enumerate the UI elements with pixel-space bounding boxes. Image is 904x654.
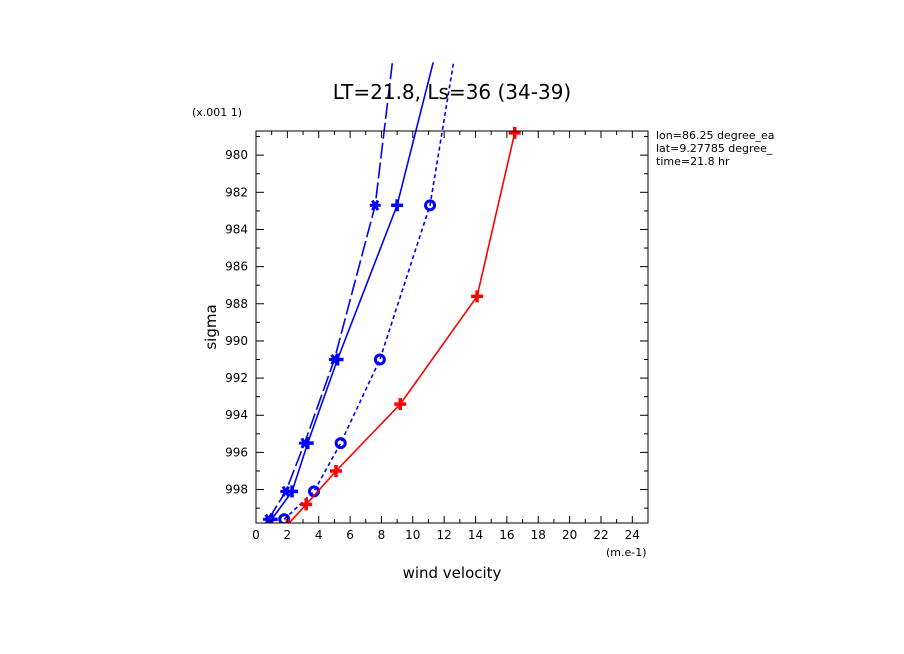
data-point-1-4	[369, 199, 381, 211]
y-tick-label: 982	[225, 185, 248, 199]
data-point-3-4	[471, 290, 484, 303]
data-point-0-4	[391, 199, 404, 212]
x-tick-label: 10	[405, 528, 420, 542]
data-point-2-4	[424, 199, 437, 212]
data-point-1-1	[280, 485, 292, 497]
x-tick-label: 6	[346, 528, 354, 542]
y-tick-label: 996	[225, 445, 248, 459]
data-point-3-5	[508, 126, 521, 139]
x-tick-label: 20	[562, 528, 577, 542]
series-line-3	[288, 132, 516, 523]
plot-frame	[255, 130, 649, 524]
x-tick-label: 8	[378, 528, 386, 542]
x-tick-label: 24	[625, 528, 640, 542]
annotation-time: time=21.8 hr	[656, 155, 730, 168]
x-axis-label: wind velocity	[403, 564, 502, 582]
x-tick-label: 22	[593, 528, 608, 542]
x-tick-label: 14	[468, 528, 483, 542]
x-tick-label: 12	[437, 528, 452, 542]
annotation-lon: lon=86.25 degree_ea	[656, 129, 775, 142]
data-point-3-2	[329, 464, 342, 477]
data-point-3-1	[300, 498, 313, 511]
y-tick-label: 980	[225, 148, 248, 162]
x-tick-label: 0	[252, 528, 260, 542]
annotation-lat: lat=9.27785 degree_	[656, 142, 773, 155]
y-axis-label: sigma	[202, 304, 220, 349]
y-tick-label: 990	[225, 334, 248, 348]
ticks-layer: 0 2 4 6 8 10 12 14 16 18 20 22 249809829849869889909…	[225, 131, 648, 542]
y-tick-label: 988	[225, 297, 248, 311]
y-tick-label: 984	[225, 222, 248, 236]
y-units-label: (x.001 1)	[192, 106, 242, 119]
data-point-2-3	[373, 353, 386, 366]
data-point-1-2	[299, 437, 311, 449]
x-tick-label: 4	[315, 528, 323, 542]
y-tick-label: 986	[225, 260, 248, 274]
x-tick-label: 16	[499, 528, 514, 542]
y-tick-label: 992	[225, 371, 248, 385]
x-units-label: (m.e-1)	[606, 546, 647, 559]
x-tick-label: 18	[531, 528, 546, 542]
chart-title: LT=21.8, Ls=36 (34-39)	[333, 80, 571, 104]
data-point-1-3	[328, 353, 340, 366]
data-point-3-3	[394, 398, 407, 411]
data-point-2-2	[334, 437, 347, 450]
series-line-2	[283, 62, 455, 520]
x-tick-label: 2	[284, 528, 292, 542]
data-point-1-0	[263, 513, 275, 523]
series-layer	[263, 62, 521, 523]
y-tick-label: 994	[225, 408, 248, 422]
y-tick-label: 998	[225, 483, 248, 497]
